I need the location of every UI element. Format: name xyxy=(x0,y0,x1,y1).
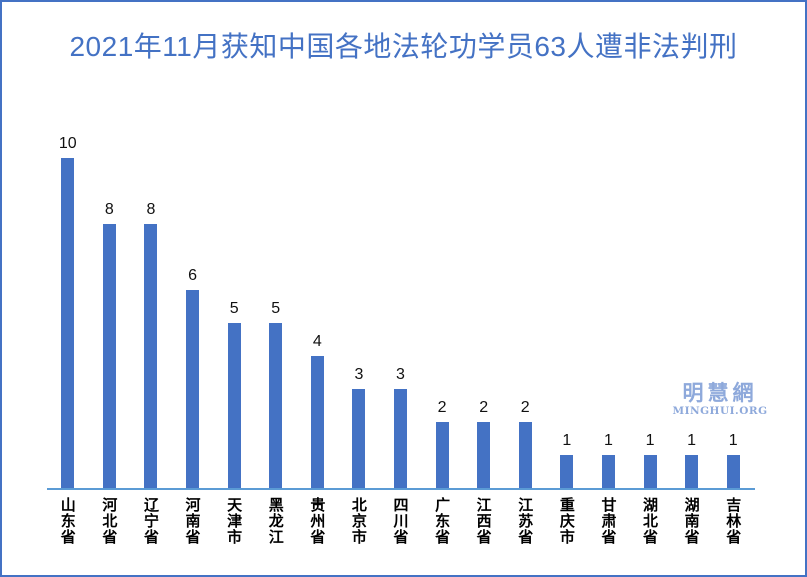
chart-title: 2021年11月获知中国各地法轮功学员63人遭非法判刑 xyxy=(69,31,738,62)
bar-value-label: 5 xyxy=(229,300,239,317)
category-label-黑龙江: 黑龙江 xyxy=(266,497,284,545)
bar-value-label: 1 xyxy=(645,432,655,449)
bar-吉林省 xyxy=(726,455,740,488)
bar-重庆市 xyxy=(560,455,574,488)
bar-value-label: 1 xyxy=(603,432,613,449)
minghui-site-text: MINGHUI.ORG xyxy=(672,405,768,417)
bar-湖北省 xyxy=(643,455,657,488)
bar-value-label: 1 xyxy=(687,432,697,449)
bar-北京市 xyxy=(352,389,366,488)
bar-贵州省 xyxy=(310,356,324,488)
bar-value-label: 4 xyxy=(312,333,322,350)
category-label-贵州省: 贵州省 xyxy=(308,497,326,545)
bar-value-label: 8 xyxy=(104,201,114,218)
category-label-天津市: 天津市 xyxy=(225,497,243,545)
bar-value-label: 2 xyxy=(437,399,447,416)
category-label-四川省: 四川省 xyxy=(391,497,409,545)
category-label-江西省: 江西省 xyxy=(474,497,492,545)
bar-value-label: 2 xyxy=(520,399,530,416)
category-label-甘肃省: 甘肃省 xyxy=(599,497,617,545)
bar-江苏省 xyxy=(518,422,532,488)
bar-value-label: 5 xyxy=(271,300,281,317)
bar-value-label: 2 xyxy=(479,399,489,416)
bar-四川省 xyxy=(394,389,407,488)
bar-value-label: 10 xyxy=(58,135,77,152)
category-label-重庆市: 重庆市 xyxy=(557,497,575,545)
bar-广东省 xyxy=(435,422,449,488)
bar-辽宁省 xyxy=(144,224,158,488)
category-label-吉林省: 吉林省 xyxy=(724,497,742,545)
category-label-河南省: 河南省 xyxy=(183,497,201,545)
bar-甘肃省 xyxy=(601,455,615,488)
minghui-watermark: 明慧網 MINGHUI.ORG xyxy=(670,380,770,418)
bar-天津市 xyxy=(227,323,241,488)
bar-value-label: 3 xyxy=(354,366,364,383)
bar-value-label: 1 xyxy=(562,432,572,449)
category-label-湖北省: 湖北省 xyxy=(641,497,659,545)
category-label-辽宁省: 辽宁省 xyxy=(141,497,159,545)
bar-河北省 xyxy=(102,224,116,488)
category-label-湖南省: 湖南省 xyxy=(682,497,700,545)
x-axis-line xyxy=(47,488,755,490)
category-label-江苏省: 江苏省 xyxy=(516,497,534,545)
minghui-logo-text: 明慧網 xyxy=(682,380,758,405)
bar-value-label: 8 xyxy=(146,201,156,218)
category-label-河北省: 河北省 xyxy=(100,497,118,545)
bar-value-label: 6 xyxy=(188,267,197,284)
bar-value-label: 1 xyxy=(728,432,738,449)
bar-江西省 xyxy=(477,422,491,488)
bar-河南省 xyxy=(186,290,200,488)
bar-湖南省 xyxy=(685,455,699,488)
bar-value-label: 3 xyxy=(396,366,405,383)
bar-山东省 xyxy=(61,158,75,488)
category-label-山东省: 山东省 xyxy=(58,497,76,545)
category-label-北京市: 北京市 xyxy=(349,497,367,545)
bar-黑龙江 xyxy=(269,323,283,488)
category-label-广东省: 广东省 xyxy=(433,497,451,545)
